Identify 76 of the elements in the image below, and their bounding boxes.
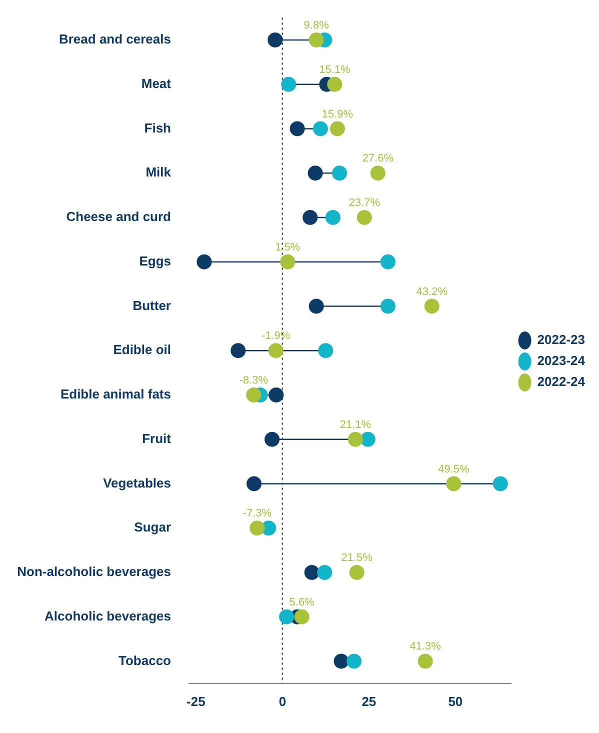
legend-label: 2023-24 bbox=[537, 353, 586, 368]
legend-label: 2022-24 bbox=[537, 374, 586, 390]
point bbox=[380, 254, 396, 270]
point bbox=[325, 210, 340, 225]
x-tick-label: 50 bbox=[448, 694, 463, 709]
x-tick-label: -25 bbox=[186, 694, 206, 709]
point bbox=[196, 254, 212, 270]
y-tick-label: Tobacco bbox=[118, 652, 172, 668]
point bbox=[327, 76, 342, 92]
point bbox=[268, 387, 284, 402]
point bbox=[308, 298, 324, 314]
y-tick-label: Bread and cereals bbox=[58, 32, 171, 47]
point bbox=[268, 343, 284, 358]
point bbox=[312, 121, 328, 136]
point bbox=[446, 476, 462, 492]
point bbox=[280, 254, 296, 270]
data-label: 23.7% bbox=[348, 197, 380, 210]
point bbox=[330, 121, 345, 136]
point bbox=[492, 476, 508, 492]
point bbox=[281, 76, 296, 92]
y-tick-label: Edible animal fats bbox=[60, 386, 171, 402]
y-tick-label: Fish bbox=[144, 120, 172, 136]
data-label: 21.5% bbox=[341, 552, 373, 564]
point bbox=[290, 121, 305, 136]
data-label: 41.3% bbox=[410, 640, 442, 653]
data-label: 15.9% bbox=[322, 108, 354, 120]
point bbox=[334, 654, 349, 669]
point bbox=[279, 609, 294, 624]
data-label: 5.6% bbox=[289, 596, 315, 608]
point bbox=[380, 298, 396, 314]
point bbox=[268, 32, 283, 48]
data-label: 27.6% bbox=[362, 152, 394, 165]
x-tick-label: 25 bbox=[362, 694, 376, 709]
y-tick-label: Edible oil bbox=[113, 342, 171, 358]
y-tick-label: Fruit bbox=[142, 430, 172, 446]
point bbox=[246, 476, 262, 492]
y-tick-label: Meat bbox=[141, 76, 172, 91]
data-label: 9.8% bbox=[304, 20, 330, 32]
y-tick-label: Cheese and curd bbox=[66, 209, 172, 224]
point bbox=[230, 343, 246, 358]
data-label: 49.5% bbox=[438, 463, 470, 476]
point bbox=[302, 210, 318, 225]
point bbox=[348, 432, 363, 447]
x-tick-label: 0 bbox=[278, 694, 286, 709]
y-tick-label: Eggs bbox=[139, 253, 171, 268]
point bbox=[304, 564, 320, 580]
point bbox=[246, 387, 262, 402]
data-label: 43.2% bbox=[416, 286, 448, 298]
point bbox=[424, 298, 440, 314]
y-tick-label: Alcoholic beverages bbox=[44, 608, 171, 624]
point bbox=[332, 166, 348, 181]
point bbox=[360, 432, 376, 447]
y-tick-label: Vegetables bbox=[103, 475, 171, 490]
point bbox=[264, 432, 280, 447]
data-label: 15.1% bbox=[319, 64, 350, 76]
data-label: 21.1% bbox=[340, 418, 372, 431]
point bbox=[308, 32, 324, 48]
data-label: -7.3% bbox=[242, 508, 272, 520]
point bbox=[250, 520, 265, 536]
data-label: -1.9% bbox=[261, 330, 290, 342]
point bbox=[294, 609, 310, 624]
point bbox=[308, 166, 323, 181]
point bbox=[318, 343, 334, 358]
data-label: -8.3% bbox=[239, 374, 268, 387]
y-tick-label: Sugar bbox=[134, 520, 171, 535]
point bbox=[346, 654, 362, 669]
point bbox=[356, 210, 372, 225]
point bbox=[317, 564, 332, 580]
y-tick-label: Milk bbox=[146, 164, 172, 180]
y-tick-label: Butter bbox=[132, 298, 171, 313]
point bbox=[418, 654, 433, 669]
point bbox=[349, 564, 364, 580]
y-tick-label: Non-alcoholic beverages bbox=[17, 564, 171, 580]
data-label: 1.5% bbox=[275, 241, 300, 254]
legend-label: 2022-23 bbox=[537, 332, 586, 348]
point bbox=[370, 166, 386, 181]
